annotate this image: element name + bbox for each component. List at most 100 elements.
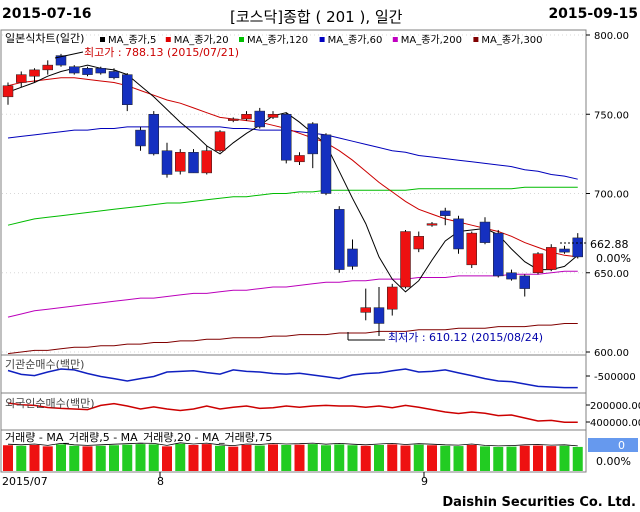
ma5-line (7, 64, 579, 293)
volume-bars (3, 442, 583, 471)
legend-swatch (319, 37, 325, 42)
volume-bar (135, 444, 146, 471)
candle-body (493, 232, 504, 277)
institution-line (7, 368, 578, 389)
volume-bar (241, 444, 252, 471)
candle-body (440, 210, 451, 216)
legend-label: MA_종가,200 (401, 34, 462, 46)
volume-value-box (588, 438, 638, 452)
candle-body (466, 232, 477, 266)
ma120-line (7, 186, 578, 226)
legend-swatch (473, 37, 479, 42)
candle-body (320, 134, 332, 194)
y-tick-label: 800.00 (594, 31, 629, 42)
foreign-y-tick-2: 400000.00 (590, 418, 640, 429)
candle-body (135, 129, 146, 147)
legend-label: MA_종가,300 (481, 34, 542, 46)
volume-bar (56, 444, 66, 471)
candle-body (95, 68, 106, 74)
legend-label: MA_종가,5 (108, 34, 156, 46)
volume-bar (334, 444, 345, 471)
volume-bar (69, 445, 80, 471)
candle-body (453, 218, 464, 250)
candle-body (479, 221, 491, 243)
volume-bar (109, 445, 119, 471)
candle-body (387, 286, 398, 310)
volume-bar (427, 445, 437, 471)
volume-bar (281, 444, 292, 471)
moving-average-lines (7, 64, 579, 355)
volume-bar (519, 445, 530, 471)
volume-bar (493, 446, 504, 471)
candle-body (161, 150, 173, 175)
foreign-line (7, 402, 578, 423)
volume-bar (188, 444, 199, 471)
candle-body (254, 110, 265, 128)
candle-body (42, 64, 53, 71)
legend-label: MA_종가,20 (174, 34, 229, 46)
high-annotation-leader (54, 51, 84, 59)
candle-body (294, 155, 305, 163)
volume-bar (122, 444, 133, 471)
volume-bar (453, 446, 464, 471)
volume-bar (82, 446, 93, 471)
candle-body (228, 118, 239, 121)
ma60-line (7, 126, 578, 180)
volume-bar (175, 443, 186, 471)
candle-body (55, 55, 67, 66)
volume-value: 0 (618, 439, 625, 452)
candle-body (519, 275, 530, 289)
volume-bar (307, 444, 318, 471)
legend-swatch (392, 37, 398, 42)
volume-bar (347, 445, 358, 471)
legend-swatch (239, 37, 244, 42)
sub-panel-lines (7, 368, 578, 423)
candle-body (29, 69, 40, 77)
price-gridlines (2, 34, 586, 353)
volume-bar (413, 444, 424, 471)
y-tick-label: 650.00 (594, 269, 629, 280)
volume-bar (201, 444, 212, 471)
candle-body (360, 307, 371, 313)
volume-bar (294, 444, 305, 471)
x-label-sep: 9 (421, 475, 428, 488)
volume-bar (215, 445, 225, 471)
ma300-line (7, 323, 578, 355)
candle-body (2, 85, 14, 98)
y-tick-label: 600.00 (594, 348, 629, 359)
chart-title: [코스닥]종합 ( 201 ), 일간 (230, 8, 403, 26)
legend-swatch (165, 37, 171, 42)
volume-bar (16, 445, 27, 471)
foreign-panel-label: 외국인순매수(백만) (5, 397, 95, 410)
high-annotation: 최고가 : 788.13 (2015/07/21) (84, 46, 239, 59)
y-tick-label: 750.00 (594, 110, 629, 121)
candle-body (82, 68, 93, 75)
candle-body (400, 231, 411, 288)
x-label-aug: 8 (157, 475, 164, 488)
candle-body (214, 131, 226, 151)
candle-body (532, 253, 544, 273)
candle-body (201, 150, 212, 174)
candle-body (122, 74, 133, 105)
ma200-line (7, 270, 578, 318)
last-price-label: 662.88 (590, 238, 629, 251)
volume-bar (387, 444, 398, 471)
candle-body (559, 248, 570, 253)
start-date: 2015-07-16 (2, 6, 92, 22)
candle-body (373, 307, 385, 324)
low-annotation: 최저가 : 610.12 (2015/08/24) (388, 331, 543, 344)
candle-body (108, 71, 120, 79)
candle-body (334, 209, 345, 270)
candle-body (413, 236, 424, 250)
volume-bar (480, 446, 490, 471)
volume-bar (162, 446, 172, 471)
company-footer: Daishin Securities Co. Ltd. (442, 495, 636, 510)
candle-body (241, 114, 252, 120)
foreign-y-tick-1: 200000.00 (590, 401, 640, 412)
volume-ma-line (7, 442, 578, 447)
legend-label: MA_종가,120 (247, 34, 308, 46)
volume-bar (400, 445, 411, 471)
institution-panel-label: 기관순매수(백만) (5, 358, 84, 371)
volume-bar (148, 444, 159, 471)
